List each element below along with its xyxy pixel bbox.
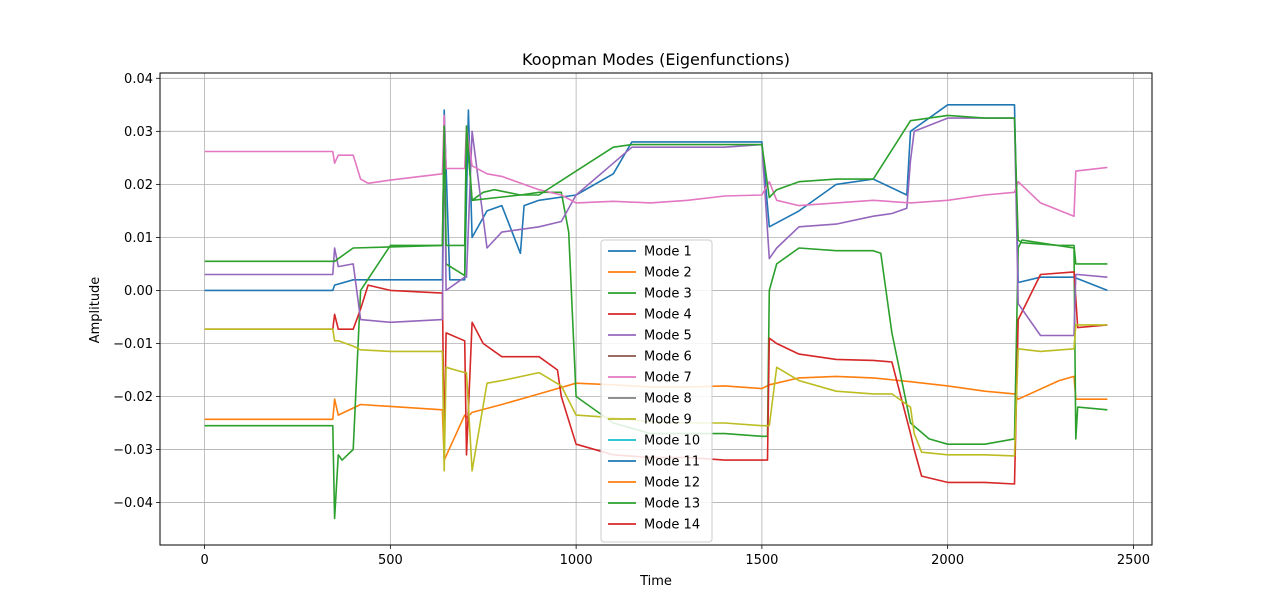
x-tick-label: 2500 [1117, 553, 1150, 568]
legend-entry: Mode 2 [644, 266, 692, 281]
legend-entry: Mode 9 [644, 413, 692, 428]
legend-entry: Mode 4 [644, 308, 692, 323]
legend-entry: Mode 5 [644, 329, 692, 344]
x-tick-label: 2000 [931, 553, 964, 568]
y-tick-label: 0.00 [124, 284, 153, 299]
y-axis-label: Amplitude [88, 277, 103, 344]
x-axis: 0 500 1000 1500 2000 2500 [200, 545, 1150, 568]
y-tick-label: −0.04 [113, 496, 153, 511]
legend-entry: Mode 6 [644, 350, 692, 365]
legend-entry: Mode 8 [644, 392, 692, 407]
series-line-mode-13 [204, 114, 1108, 265]
chart-title: Koopman Modes (Eigenfunctions) [522, 50, 790, 69]
legend-entry: Mode 1 [644, 245, 692, 260]
y-axis: −0.04 −0.03 −0.02 −0.01 0.00 0.01 0.02 0.03 0.04 [113, 72, 160, 511]
y-tick-label: −0.03 [113, 443, 153, 458]
legend-entry: Mode 13 [644, 497, 700, 512]
legend-entry: Mode 7 [644, 371, 692, 386]
y-tick-label: 0.01 [124, 231, 153, 246]
legend-entry: Mode 3 [644, 287, 692, 302]
legend-box [600, 239, 713, 543]
legend-entry: Mode 10 [644, 434, 700, 449]
series-line-mode-7 [204, 114, 1108, 217]
x-tick-label: 0 [200, 553, 208, 568]
legend-entry: Mode 14 [644, 518, 700, 533]
plot-frame [159, 72, 1153, 546]
x-tick-label: 500 [378, 553, 403, 568]
y-tick-label: 0.03 [124, 125, 153, 140]
y-tick-label: −0.01 [113, 337, 153, 352]
legend: Mode 1 Mode 2 Mode 3 Mode 4 Mode 5 Mode 6 Mode… [600, 239, 713, 543]
legend-entry: Mode 12 [644, 476, 700, 491]
y-tick-label: 0.02 [124, 178, 153, 193]
y-tick-label: 0.04 [124, 72, 153, 87]
x-axis-label: Time [639, 574, 672, 589]
y-tick-label: −0.02 [113, 390, 153, 405]
x-tick-label: 1000 [560, 553, 593, 568]
legend-entry: Mode 11 [644, 455, 700, 470]
x-tick-label: 1500 [745, 553, 778, 568]
